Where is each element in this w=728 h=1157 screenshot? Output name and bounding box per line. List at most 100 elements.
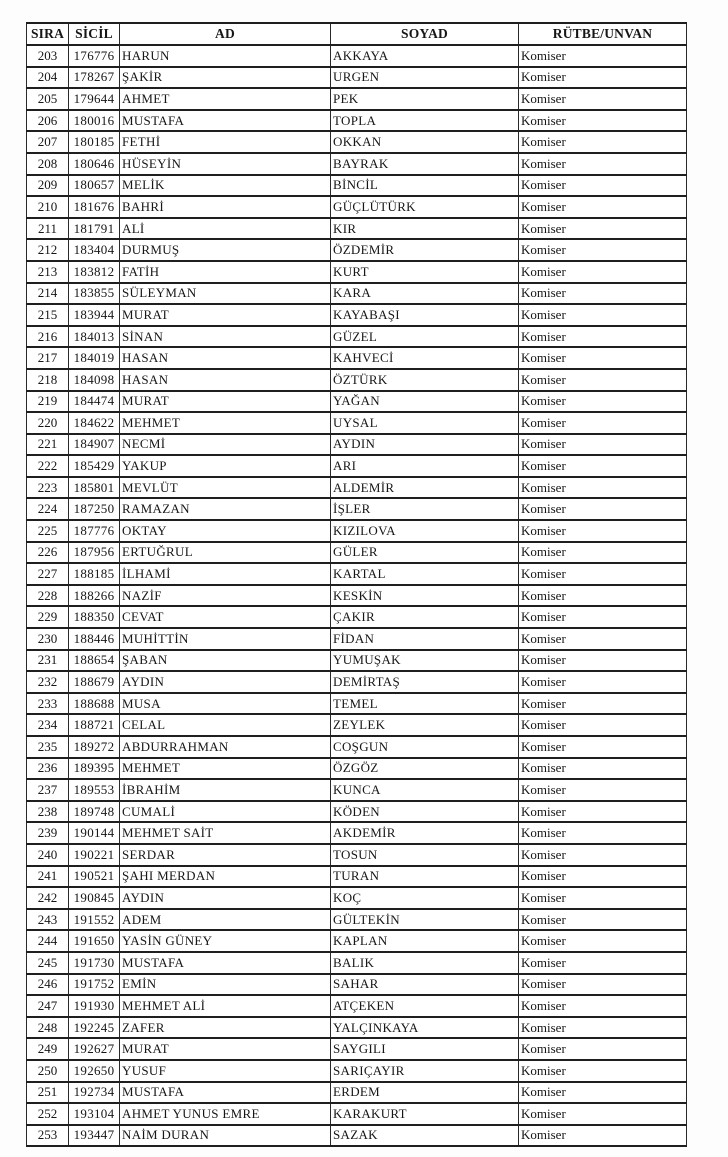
cell-sira: 223 [26,475,69,500]
cell-sira: 221 [26,432,69,457]
cell-soyad: KOÇ [330,886,519,910]
cell-ad: ZAFER [119,1015,331,1040]
table-row: 211 181791 ALİ KIR Komiser [26,216,687,241]
cell-rutbe: Komiser [518,195,687,219]
cell-rutbe: Komiser [518,907,687,932]
cell-rutbe: Komiser [518,929,687,953]
cell-rutbe: Komiser [518,1080,687,1105]
table-row: 252 193104 AHMET YUNUS EMRE KARAKURT Komiser [26,1102,687,1126]
table-row: 206 180016 MUSTAFA TOPLA Komiser [26,108,687,133]
cell-sira: 237 [26,778,69,802]
table-row: 225 187776 OKTAY KIZILOVA Komiser [26,519,687,543]
cell-soyad: ÇAKIR [330,605,519,630]
cell-ad: MEVLÜT [119,475,331,500]
cell-sira: 218 [26,367,69,392]
table-row: 228 188266 NAZİF KESKİN Komiser [26,583,687,608]
cell-sicil: 184013 [68,324,120,349]
cell-ad: HASAN [119,346,331,370]
table-row: 204 178267 ŞAKİR URGEN Komiser [26,65,687,90]
cell-soyad: BAYRAK [330,151,519,176]
table-row: 212 183404 DURMUŞ ÖZDEMİR Komiser [26,238,687,262]
cell-soyad: KARAKURT [330,1102,519,1126]
cell-rutbe: Komiser [518,1015,687,1040]
cell-ad: CEVAT [119,605,331,630]
cell-ad: ŞAKİR [119,65,331,90]
table-row: 251 192734 MUSTAFA ERDEM Komiser [26,1080,687,1105]
cell-soyad: TURAN [330,864,519,889]
table-row: 236 189395 MEHMET ÖZGÖZ Komiser [26,756,687,781]
cell-ad: FETHİ [119,130,331,154]
cell-sira: 232 [26,670,69,694]
cell-sira: 229 [26,605,69,630]
table-row: 249 192627 MURAT SAYGILI Komiser [26,1037,687,1061]
cell-sicil: 180185 [68,130,120,154]
cell-soyad: TOPLA [330,108,519,133]
table-row: 240 190221 SERDAR TOSUN Komiser [26,842,687,867]
cell-rutbe: Komiser [518,389,687,414]
cell-ad: BAHRİ [119,195,331,219]
table-row: 215 183944 MURAT KAYABAŞI Komiser [26,303,687,327]
table-row: 219 184474 MURAT YAĞAN Komiser [26,389,687,414]
cell-sicil: 183812 [68,259,120,284]
cell-ad: HÜSEYİN [119,151,331,176]
cell-rutbe: Komiser [518,713,687,737]
cell-soyad: SAYGILI [330,1037,519,1061]
cell-soyad: KÖDEN [330,799,519,824]
cell-sira: 250 [26,1058,69,1083]
cell-sira: 253 [26,1123,69,1148]
cell-sicil: 185801 [68,475,120,500]
cell-rutbe: Komiser [518,346,687,370]
cell-sicil: 184622 [68,411,120,435]
cell-rutbe: Komiser [518,44,687,68]
cell-ad: MURAT [119,303,331,327]
cell-sicil: 192734 [68,1080,120,1105]
table-row: 231 188654 ŞABAN YUMUŞAK Komiser [26,648,687,673]
cell-soyad: YUMUŞAK [330,648,519,673]
cell-sicil: 184907 [68,432,120,457]
cell-sira: 213 [26,259,69,284]
table-body: 203 176776 HARUN AKKAYA Komiser 204 178267 ŞAKİ… [26,44,687,1148]
cell-sira: 204 [26,65,69,90]
cell-sira: 234 [26,713,69,737]
cell-rutbe: Komiser [518,130,687,154]
cell-soyad: ZEYLEK [330,713,519,737]
cell-sicil: 179644 [68,87,120,111]
cell-sicil: 188350 [68,605,120,630]
cell-soyad: KESKİN [330,583,519,608]
cell-sira: 233 [26,691,69,716]
cell-rutbe: Komiser [518,799,687,824]
table-row: 213 183812 FATİH KURT Komiser [26,259,687,284]
cell-sicil: 191930 [68,994,120,1018]
cell-rutbe: Komiser [518,842,687,867]
table-row: 223 185801 MEVLÜT ALDEMİR Komiser [26,475,687,500]
cell-soyad: TEMEL [330,691,519,716]
cell-soyad: KAPLAN [330,929,519,953]
cell-sira: 240 [26,842,69,867]
cell-sicil: 188266 [68,583,120,608]
cell-sicil: 192245 [68,1015,120,1040]
cell-ad: ADEM [119,907,331,932]
cell-rutbe: Komiser [518,238,687,262]
table-row: 227 188185 İLHAMİ KARTAL Komiser [26,562,687,586]
cell-soyad: UYSAL [330,411,519,435]
cell-sira: 238 [26,799,69,824]
cell-rutbe: Komiser [518,259,687,284]
table-row: 235 189272 ABDURRAHMAN COŞGUN Komiser [26,735,687,759]
cell-rutbe: Komiser [518,475,687,500]
cell-rutbe: Komiser [518,87,687,111]
table-row: 207 180185 FETHİ OKKAN Komiser [26,130,687,154]
table-row: 209 180657 MELİK BİNCİL Komiser [26,173,687,198]
cell-ad: MUSTAFA [119,950,331,975]
cell-sicil: 180016 [68,108,120,133]
cell-sira: 231 [26,648,69,673]
cell-sicil: 183404 [68,238,120,262]
cell-sicil: 193104 [68,1102,120,1126]
cell-soyad: KAHVECİ [330,346,519,370]
table-row: 221 184907 NECMİ AYDIN Komiser [26,432,687,457]
cell-sicil: 185429 [68,454,120,478]
table-row: 250 192650 YUSUF SARIÇAYIR Komiser [26,1058,687,1083]
cell-soyad: TOSUN [330,842,519,867]
cell-sira: 244 [26,929,69,953]
cell-sira: 247 [26,994,69,1018]
cell-ad: NAZİF [119,583,331,608]
